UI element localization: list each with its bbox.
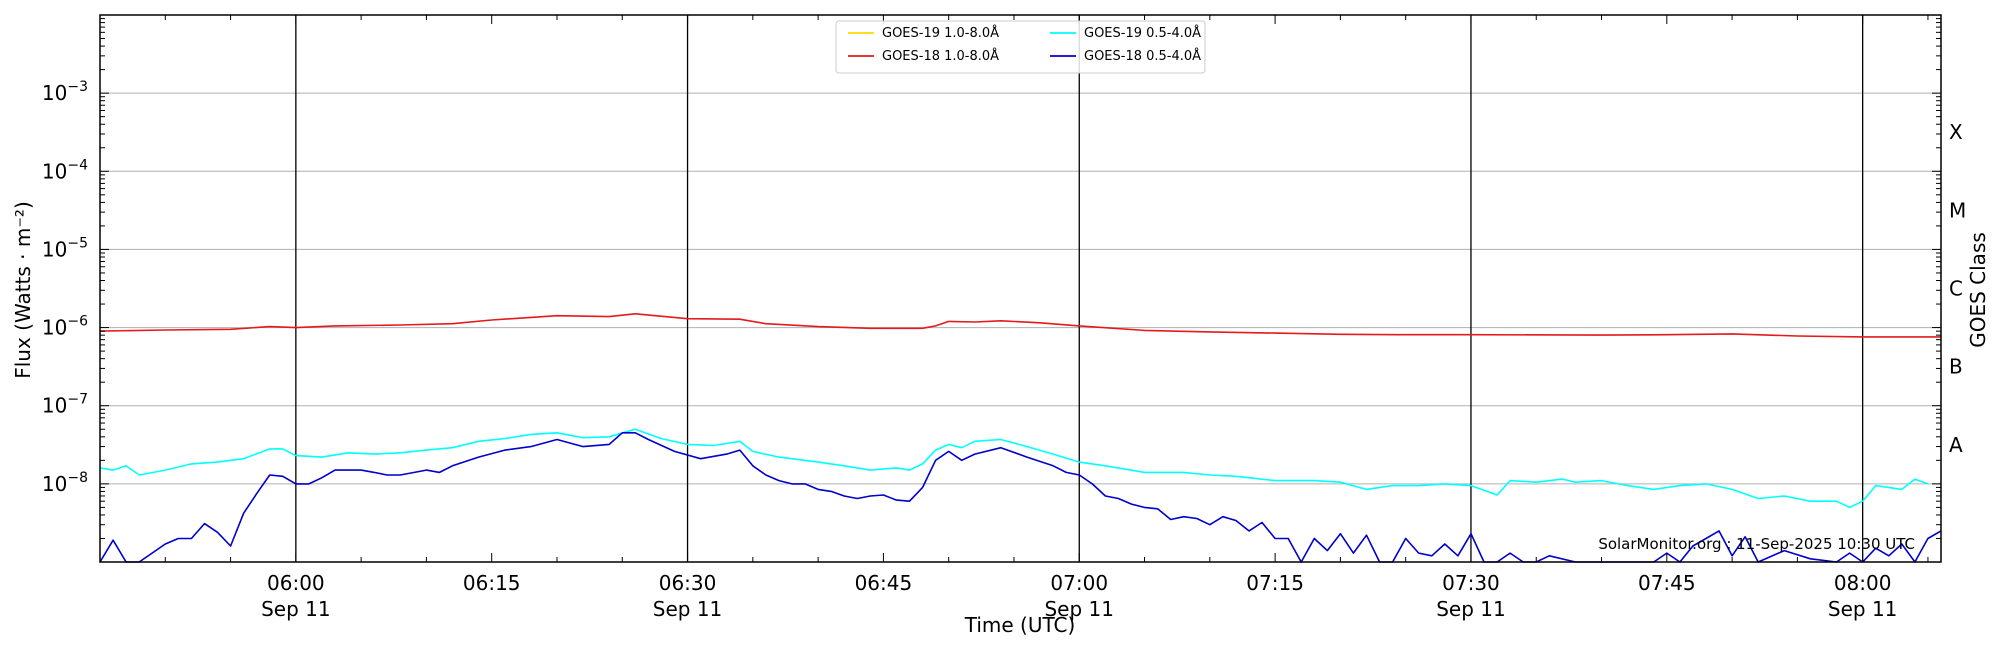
x-axis-label: Time (UTC) bbox=[964, 613, 1076, 637]
legend: GOES-19 1.0-8.0Å GOES-18 1.0-8.0Å GOES-19 … bbox=[835, 20, 1206, 74]
goes-class-C: C bbox=[1949, 277, 1963, 301]
y-tick-label: 10−5 bbox=[42, 235, 88, 261]
y-axis-label: Flux (Watts · m⁻²) bbox=[11, 201, 35, 379]
y-tick-base: 10 bbox=[42, 472, 67, 496]
x-tick-label: 07:45 bbox=[1638, 571, 1696, 595]
x-tick-label: 07:30 bbox=[1442, 571, 1500, 595]
y-tick-label: 10−6 bbox=[42, 314, 88, 340]
vertical-reference-lines bbox=[295, 15, 1864, 562]
legend-label-3: GOES-18 0.5-4.0Å bbox=[1084, 48, 1201, 64]
y-tick-exponent: −6 bbox=[67, 314, 88, 330]
y2-axis-label: GOES Class bbox=[1966, 232, 1990, 348]
goes-class-X: X bbox=[1949, 120, 1963, 144]
credit-text: SolarMonitor.org : 11-Sep-2025 10:30 UTC bbox=[1598, 535, 1915, 553]
y-tick-exponent: −3 bbox=[67, 79, 88, 95]
x-tick-label: 06:45 bbox=[855, 571, 913, 595]
x-tick-label: 06:30 bbox=[659, 571, 717, 595]
x-tick-sublabel: Sep 11 bbox=[1044, 597, 1114, 621]
y-tick-exponent: −4 bbox=[67, 157, 88, 173]
x-tick-sublabel: Sep 11 bbox=[653, 597, 723, 621]
y-tick-exponent: −8 bbox=[67, 470, 88, 486]
grid-lines bbox=[100, 92, 1941, 485]
y-tick-base: 10 bbox=[42, 316, 67, 340]
y-tick-exponent: −7 bbox=[67, 392, 88, 408]
legend-label-1: GOES-18 1.0-8.0Å bbox=[882, 48, 999, 64]
y-tick-base: 10 bbox=[42, 394, 67, 418]
legend-box bbox=[835, 20, 1206, 74]
x-tick-sublabel: Sep 11 bbox=[1828, 597, 1898, 621]
legend-label-2: GOES-19 0.5-4.0Å bbox=[1084, 25, 1201, 41]
series-lines bbox=[99, 312, 1942, 563]
y-tick-base: 10 bbox=[42, 81, 67, 105]
y-tick-label: 10−8 bbox=[42, 470, 88, 496]
x-tick-label: 06:00 bbox=[267, 571, 325, 595]
x-tick-label: 07:00 bbox=[1050, 571, 1108, 595]
y-tick-base: 10 bbox=[42, 159, 67, 183]
axis-ticks bbox=[99, 15, 1941, 563]
x-tick-sublabel: Sep 11 bbox=[1436, 597, 1506, 621]
x-tick-label: 08:00 bbox=[1834, 571, 1892, 595]
x-tick-label: 06:15 bbox=[463, 571, 521, 595]
y-tick-labels: 10−310−410−510−610−710−8 bbox=[42, 79, 88, 496]
series-line-1 bbox=[99, 312, 1941, 338]
goes-class-M: M bbox=[1949, 198, 1966, 222]
plot-frame bbox=[99, 14, 1942, 563]
y-tick-label: 10−7 bbox=[42, 392, 88, 418]
goes-class-A: A bbox=[1949, 433, 1963, 457]
goes-class-B: B bbox=[1949, 355, 1963, 379]
x-tick-sublabel: Sep 11 bbox=[261, 597, 331, 621]
y-tick-label: 10−3 bbox=[42, 79, 88, 105]
y-tick-exponent: −5 bbox=[67, 235, 88, 251]
y-tick-label: 10−4 bbox=[42, 157, 88, 183]
series-line-2 bbox=[99, 428, 1929, 509]
legend-label-0: GOES-19 1.0-8.0Å bbox=[882, 25, 999, 41]
goes-class-labels: X M C B A bbox=[1949, 120, 1966, 457]
y-tick-base: 10 bbox=[42, 237, 67, 261]
x-tick-label: 07:15 bbox=[1246, 571, 1304, 595]
